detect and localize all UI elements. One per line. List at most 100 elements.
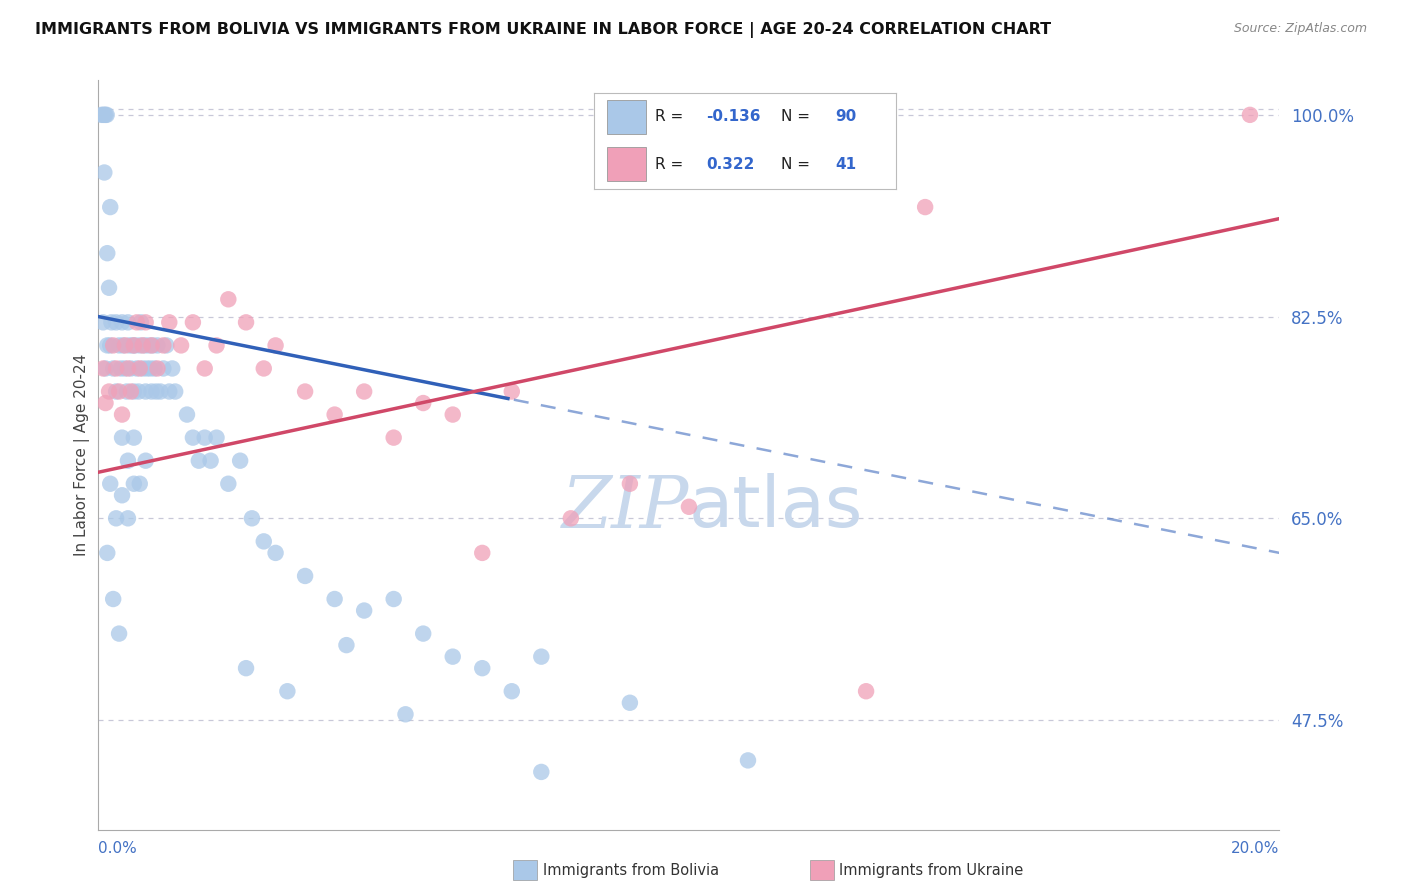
Point: [91, 361, 114, 376]
Point: [441, 649, 464, 664]
Point: [135, 453, 157, 467]
Point: [441, 408, 464, 422]
Text: IMMIGRANTS FROM BOLIVIA VS IMMIGRANTS FROM UKRAINE IN LABOR FORCE | AGE 20-24 CO: IMMIGRANTS FROM BOLIVIA VS IMMIGRANTS FR…: [35, 22, 1052, 38]
Point: [128, 338, 150, 352]
Point: [146, 338, 169, 352]
Point: [108, 384, 131, 399]
Point: [471, 661, 494, 675]
Point: [111, 315, 134, 329]
Point: [181, 431, 204, 445]
Point: [111, 431, 134, 445]
Point: [141, 384, 163, 399]
Point: [294, 384, 316, 399]
Point: [96, 108, 118, 122]
Point: [394, 707, 416, 722]
Point: [152, 361, 174, 376]
Point: [205, 338, 228, 352]
Point: [501, 684, 523, 698]
Point: [1239, 108, 1261, 122]
Point: [530, 649, 553, 664]
Point: [240, 511, 263, 525]
Point: [128, 476, 150, 491]
Point: [132, 361, 155, 376]
Point: [103, 361, 125, 376]
Point: [103, 592, 125, 607]
Point: [110, 361, 132, 376]
Point: [100, 315, 122, 329]
Point: [181, 315, 204, 329]
Point: [143, 361, 166, 376]
Point: [103, 338, 125, 352]
Point: [157, 315, 180, 329]
Point: [98, 281, 121, 295]
Point: [114, 361, 136, 376]
Point: [264, 546, 287, 560]
Point: [132, 338, 155, 352]
Point: [146, 361, 169, 376]
Point: [122, 384, 145, 399]
Point: [94, 361, 117, 376]
Point: [112, 338, 135, 352]
Point: [152, 338, 174, 352]
Point: [98, 200, 121, 214]
Point: [235, 661, 257, 675]
Point: [98, 384, 121, 399]
Point: [253, 534, 276, 549]
Point: [115, 384, 138, 399]
Point: [145, 384, 167, 399]
Point: [120, 361, 142, 376]
Point: [412, 626, 434, 640]
Point: [117, 361, 139, 376]
Point: [118, 338, 141, 352]
Point: [117, 453, 139, 467]
Point: [93, 108, 115, 122]
Point: [176, 408, 198, 422]
Point: [294, 569, 316, 583]
Point: [170, 338, 193, 352]
Point: [187, 453, 209, 467]
Point: [165, 384, 187, 399]
Point: [149, 384, 172, 399]
Point: [128, 361, 150, 376]
Text: atlas: atlas: [689, 473, 863, 541]
Point: [105, 315, 128, 329]
Point: [530, 764, 553, 779]
Point: [122, 338, 145, 352]
Text: Source: ZipAtlas.com: Source: ZipAtlas.com: [1233, 22, 1367, 36]
Point: [108, 338, 131, 352]
Point: [353, 603, 375, 617]
Point: [120, 384, 142, 399]
Point: [105, 361, 128, 376]
Point: [194, 431, 217, 445]
Point: [121, 338, 143, 352]
Text: Immigrants from Bolivia: Immigrants from Bolivia: [543, 863, 718, 878]
Point: [135, 384, 157, 399]
Point: [229, 453, 252, 467]
Point: [105, 511, 128, 525]
Point: [142, 338, 165, 352]
Text: 0.0%: 0.0%: [98, 841, 138, 856]
Y-axis label: In Labor Force | Age 20-24: In Labor Force | Age 20-24: [75, 354, 90, 556]
Point: [560, 511, 582, 525]
Point: [122, 431, 145, 445]
Point: [205, 431, 228, 445]
Point: [264, 338, 287, 352]
Point: [194, 361, 217, 376]
Point: [105, 384, 128, 399]
Point: [200, 453, 222, 467]
Point: [114, 338, 136, 352]
Point: [122, 476, 145, 491]
Point: [162, 361, 183, 376]
Point: [129, 315, 152, 329]
Point: [353, 384, 375, 399]
Text: Immigrants from Ukraine: Immigrants from Ukraine: [839, 863, 1024, 878]
Point: [98, 338, 121, 352]
Point: [139, 361, 162, 376]
Point: [471, 546, 494, 560]
Point: [335, 638, 357, 652]
Point: [253, 361, 276, 376]
Point: [134, 338, 156, 352]
Point: [91, 315, 114, 329]
Point: [619, 476, 641, 491]
Point: [382, 431, 405, 445]
